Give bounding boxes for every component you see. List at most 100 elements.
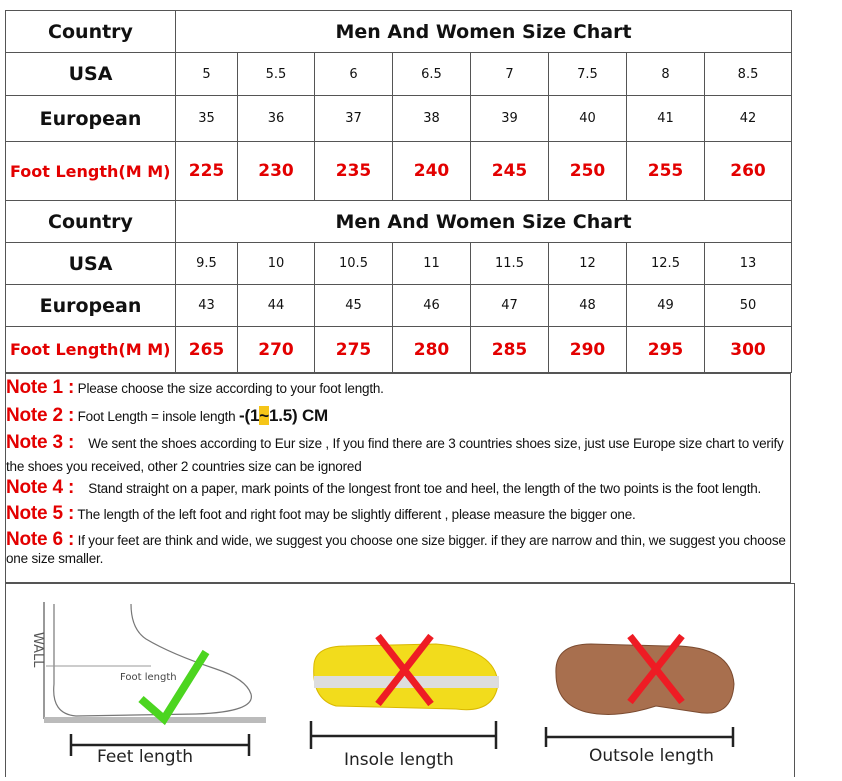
size-cell: 300 <box>703 326 793 373</box>
size-cell: 280 <box>392 326 471 373</box>
size-table-2: Country Men And Women Size Chart USA 9.5 10… <box>5 200 793 373</box>
cross-icon <box>627 633 685 705</box>
size-cell: 46 <box>392 284 471 327</box>
row-label: European <box>5 95 176 142</box>
size-cell: 10.5 <box>314 242 393 285</box>
size-cell: 40 <box>548 95 627 142</box>
size-cell: 5 <box>175 52 238 96</box>
note-label: Note 1 : <box>6 377 75 398</box>
size-cell: 250 <box>548 141 627 201</box>
note-text: Foot Length = insole length <box>77 408 240 424</box>
size-cell: 230 <box>237 141 315 201</box>
note-text: We sent the shoes according to Eur size … <box>6 436 788 474</box>
european-row: European 43 44 45 46 47 48 49 50 <box>5 284 793 327</box>
size-cell: 13 <box>703 242 793 285</box>
size-cell: 12.5 <box>626 242 705 285</box>
foot-length-row: Foot Length(M M) 225 230 235 240 245 250 255 260 <box>5 141 793 201</box>
size-cell: 9.5 <box>175 242 238 285</box>
chart-title: Men And Women Size Chart <box>174 200 793 243</box>
row-label: European <box>5 284 176 327</box>
size-cell: 260 <box>703 141 793 201</box>
notes-section: Note 1 : Please choose the size accordin… <box>5 372 791 583</box>
size-cell: 49 <box>626 284 705 327</box>
note-text: If your feet are think and wide, we sugg… <box>6 532 786 567</box>
size-cell: 44 <box>237 284 315 327</box>
insole-illustration <box>309 633 499 749</box>
size-cell: 275 <box>314 326 393 373</box>
wall-label: WALL <box>30 632 45 668</box>
size-cell: 41 <box>626 95 705 142</box>
caption-insole-length: Insole length <box>344 750 454 770</box>
note-2: Note 2 : Foot Length = insole length -(1… <box>6 402 790 430</box>
note-4: Note 4 : Stand straight on a paper, mark… <box>6 476 790 500</box>
size-cell: 38 <box>392 95 471 142</box>
measurement-illustrations: Foot length WALL Feet length Insole leng… <box>5 583 795 777</box>
size-cell: 39 <box>470 95 549 142</box>
size-cell: 11 <box>392 242 471 285</box>
size-cell: 50 <box>703 284 793 327</box>
check-icon <box>138 649 210 726</box>
row-label: USA <box>5 242 176 285</box>
formula-part: -(1 <box>239 405 260 425</box>
formula-highlight: ~ <box>259 405 269 425</box>
row-label: Foot Length(M M) <box>5 326 176 373</box>
chart-title: Men And Women Size Chart <box>174 10 793 53</box>
size-cell: 37 <box>314 95 393 142</box>
size-cell: 6.5 <box>392 52 471 96</box>
size-cell: 6 <box>314 52 393 96</box>
country-header: Country <box>5 10 176 53</box>
size-cell: 11.5 <box>470 242 549 285</box>
foot-illustration: Foot length WALL <box>30 602 266 756</box>
size-cell: 235 <box>314 141 393 201</box>
note-text: The length of the left foot and right fo… <box>77 506 636 522</box>
outsole-illustration <box>544 633 735 747</box>
note-6: Note 6 : If your feet are think and wide… <box>6 528 790 569</box>
note-1: Note 1 : Please choose the size accordin… <box>6 374 790 402</box>
size-cell: 245 <box>470 141 549 201</box>
note-label: Note 5 : <box>6 502 75 524</box>
size-cell: 43 <box>175 284 238 327</box>
size-cell: 12 <box>548 242 627 285</box>
size-cell: 225 <box>175 141 238 201</box>
size-table-1: Country Men And Women Size Chart USA 5 5.5 6… <box>5 10 793 201</box>
size-cell: 8.5 <box>703 52 793 96</box>
size-cell: 35 <box>175 95 238 142</box>
note-5: Note 5 : The length of the left foot and… <box>6 500 790 528</box>
caption-outsole-length: Outsole length <box>589 746 714 766</box>
size-cell: 5.5 <box>237 52 315 96</box>
row-label: USA <box>5 52 176 96</box>
size-cell: 7.5 <box>548 52 627 96</box>
note-label: Note 3 : <box>6 432 75 454</box>
note-label: Note 2 : <box>6 404 75 426</box>
size-cell: 255 <box>626 141 705 201</box>
size-cell: 270 <box>237 326 315 373</box>
size-cell: 285 <box>470 326 549 373</box>
usa-row: USA 5 5.5 6 6.5 7 7.5 8 8.5 <box>5 52 793 96</box>
foot-length-row: Foot Length(M M) 265 270 275 280 285 290 295 300 <box>5 326 793 373</box>
note-label: Note 6 : <box>6 528 75 550</box>
formula-part: 1.5) CM <box>268 405 329 425</box>
size-cell: 265 <box>175 326 238 373</box>
size-cell: 45 <box>314 284 393 327</box>
size-cell: 10 <box>237 242 315 285</box>
size-cell: 47 <box>470 284 549 327</box>
foot-length-label: Foot length <box>120 672 177 683</box>
size-cell: 295 <box>626 326 705 373</box>
country-header: Country <box>5 200 176 243</box>
note-label: Note 4 : <box>6 477 75 499</box>
measurement-drawing: Foot length WALL <box>30 602 735 756</box>
size-cell: 48 <box>548 284 627 327</box>
note-3: Note 3 : We sent the shoes according to … <box>6 429 790 476</box>
size-cell: 36 <box>237 95 315 142</box>
caption-feet-length: Feet length <box>97 747 194 767</box>
usa-row: USA 9.5 10 10.5 11 11.5 12 12.5 13 <box>5 242 793 285</box>
size-cell: 42 <box>703 95 793 142</box>
note-text: Stand straight on a paper, mark points o… <box>77 481 762 497</box>
cross-icon <box>375 633 434 707</box>
note-text: Please choose the size according to your… <box>77 381 384 396</box>
size-cell: 7 <box>470 52 549 96</box>
size-cell: 240 <box>392 141 471 201</box>
row-label: Foot Length(M M) <box>5 141 176 201</box>
size-cell: 290 <box>548 326 627 373</box>
size-cell: 8 <box>626 52 705 96</box>
